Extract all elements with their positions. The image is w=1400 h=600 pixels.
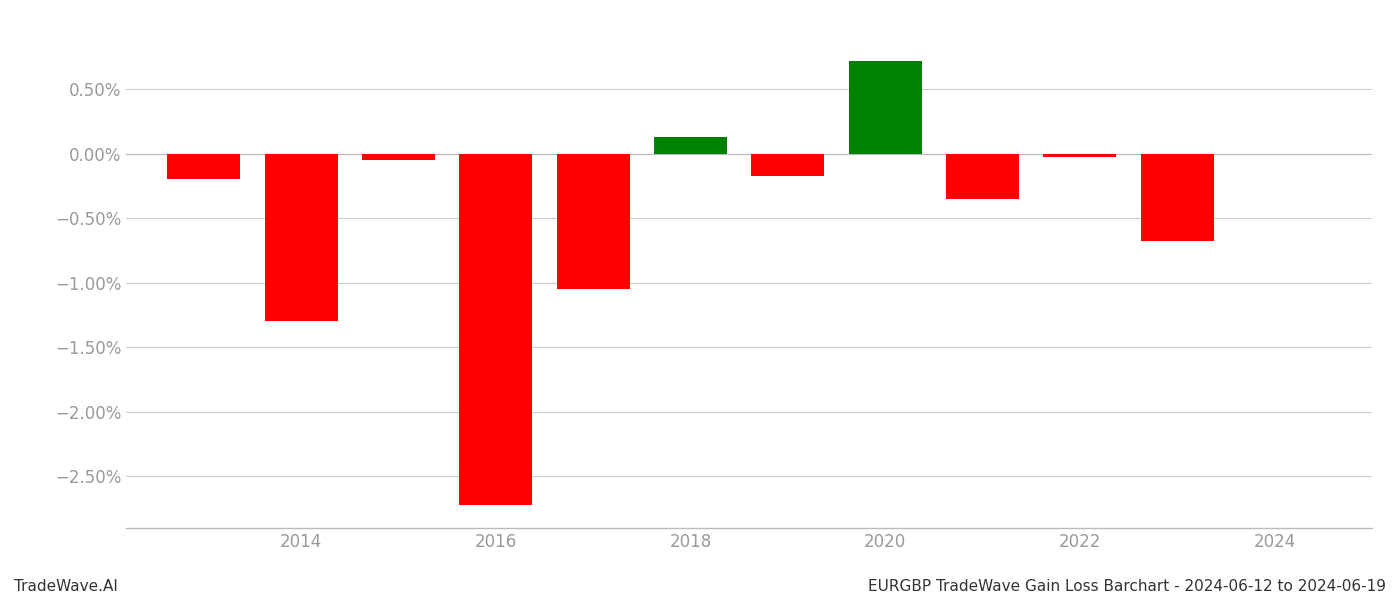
Bar — [848, 61, 921, 154]
Bar — [557, 154, 630, 289]
Bar — [946, 154, 1019, 199]
Text: TradeWave.AI: TradeWave.AI — [14, 579, 118, 594]
Bar — [459, 154, 532, 505]
Bar — [1141, 154, 1214, 241]
Bar — [363, 154, 435, 160]
Bar — [168, 154, 241, 179]
Bar — [752, 154, 825, 176]
Text: EURGBP TradeWave Gain Loss Barchart - 2024-06-12 to 2024-06-19: EURGBP TradeWave Gain Loss Barchart - 20… — [868, 579, 1386, 594]
Bar — [654, 137, 727, 154]
Bar — [1043, 154, 1116, 157]
Bar — [265, 154, 337, 322]
